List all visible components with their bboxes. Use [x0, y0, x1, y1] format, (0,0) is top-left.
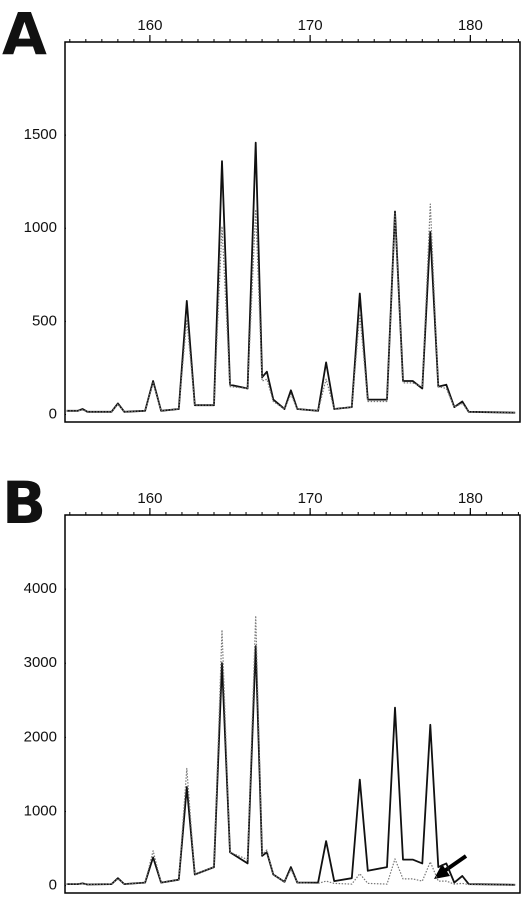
x-tick-label: 180 — [458, 17, 483, 34]
panel-label: B — [2, 469, 46, 537]
y-tick-label: 1000 — [24, 802, 57, 819]
y-tick-label: 2000 — [24, 728, 57, 745]
x-tick-label: 170 — [298, 17, 323, 34]
trace — [66, 203, 516, 414]
plot-frame — [64, 41, 521, 423]
arrow-head — [434, 864, 450, 879]
y-tick-label: 0 — [49, 877, 57, 894]
x-tick-label: 170 — [298, 490, 323, 507]
y-tick-label: 0 — [49, 406, 57, 423]
x-tick-label: 160 — [137, 490, 162, 507]
y-tick-label: 1500 — [24, 126, 57, 143]
y-tick-label: 4000 — [24, 580, 57, 597]
trace — [66, 615, 516, 886]
arrow-shaft — [441, 854, 468, 874]
y-tick-label: 3000 — [24, 654, 57, 671]
y-tick-label: 500 — [32, 312, 57, 329]
trace — [66, 645, 516, 886]
x-tick-label: 180 — [458, 490, 483, 507]
y-tick-label: 1000 — [24, 219, 57, 236]
panel-label: A — [2, 0, 47, 68]
x-tick-label: 160 — [137, 17, 162, 34]
trace — [66, 141, 516, 414]
arrow — [434, 854, 468, 879]
plot-frame — [64, 514, 521, 894]
